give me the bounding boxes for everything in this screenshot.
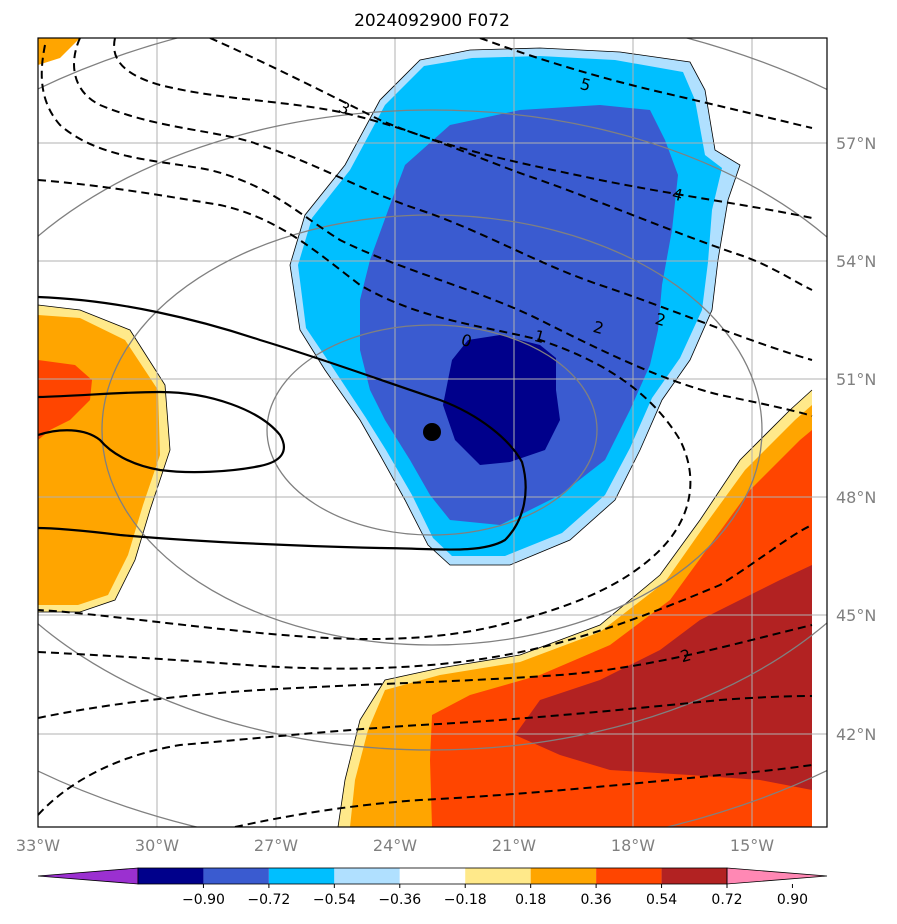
- zero-outline: [289, 47, 741, 566]
- lon-tick: 15°W: [730, 836, 774, 855]
- colorbar-label: 0.54: [646, 892, 677, 908]
- cold-blob-inner: [360, 105, 678, 525]
- colorbar-label: −0.18: [444, 892, 487, 908]
- colorbar-label: −0.72: [247, 892, 290, 908]
- colorbar-outline: [137, 867, 728, 885]
- lat-tick: 51°N: [836, 370, 876, 389]
- lon-tick: 21°W: [492, 836, 536, 855]
- contour-label: 2: [591, 317, 606, 338]
- warm-blob-west-core: [38, 360, 92, 440]
- storm-center-marker: [423, 423, 441, 441]
- colorbar-swatch: [334, 868, 400, 884]
- warm-sliver-nw: [38, 38, 80, 65]
- colorbar-swatch: [596, 868, 662, 884]
- contour-label: 1: [532, 326, 547, 347]
- colorbar-label: 0.36: [581, 892, 612, 908]
- gridlines: [38, 38, 827, 827]
- contour-labels: 5 4 3 2 2 1 0 2: [336, 74, 693, 666]
- chart-title: 2024092900 F072: [354, 11, 510, 31]
- colorbar-label: 0.90: [777, 892, 808, 908]
- map-frame: [37, 37, 828, 828]
- lat-tick: 57°N: [836, 134, 876, 153]
- colorbar-swatch: [530, 868, 597, 884]
- contour-label: 4: [670, 184, 685, 205]
- lat-tick: 48°N: [836, 488, 876, 507]
- lat-tick: 54°N: [836, 252, 876, 271]
- colorbar-label: 0.72: [711, 892, 742, 908]
- colorbar-swatch: [203, 868, 269, 884]
- lon-tick: 27°W: [254, 836, 298, 855]
- colorbar-swatch: [138, 868, 204, 884]
- solid-contours: [38, 295, 527, 551]
- lon-tick-labels: 33°W 30°W 27°W 24°W 21°W 18°W 15°W: [16, 836, 774, 855]
- colorbar: −0.90 −0.72 −0.54 −0.36 −0.18 0.18 0.36 0.54 0.7…: [37, 867, 828, 908]
- contour-label: 2: [653, 309, 668, 330]
- cold-blob-core: [443, 335, 560, 465]
- colorbar-label: −0.36: [378, 892, 421, 908]
- colorbar-label: −0.90: [182, 892, 225, 908]
- colorbar-label: −0.54: [313, 892, 356, 908]
- colorbar-swatch: [465, 868, 531, 884]
- zero-outline-west: [38, 304, 171, 613]
- colorbar-label: 0.18: [515, 892, 546, 908]
- lon-tick: 24°W: [373, 836, 417, 855]
- contour-label: 0: [459, 330, 474, 351]
- colorbar-extend-high: [726, 867, 828, 885]
- colorbar-swatch: [268, 868, 335, 884]
- lat-tick-labels: 57°N 54°N 51°N 48°N 45°N 42°N: [836, 134, 876, 744]
- contour-label: 5: [578, 74, 593, 95]
- dashed-contours: [38, 38, 813, 827]
- lat-tick: 45°N: [836, 606, 876, 625]
- colorbar-swatch: [661, 868, 727, 884]
- colorbar-extend-low: [37, 867, 139, 885]
- contour-label: 2: [678, 645, 693, 666]
- lon-tick: 30°W: [135, 836, 179, 855]
- lat-tick: 42°N: [836, 725, 876, 744]
- lon-tick: 33°W: [16, 836, 60, 855]
- colorbar-swatch: [399, 868, 466, 884]
- lon-tick: 18°W: [611, 836, 655, 855]
- contour-label: 3: [336, 97, 353, 119]
